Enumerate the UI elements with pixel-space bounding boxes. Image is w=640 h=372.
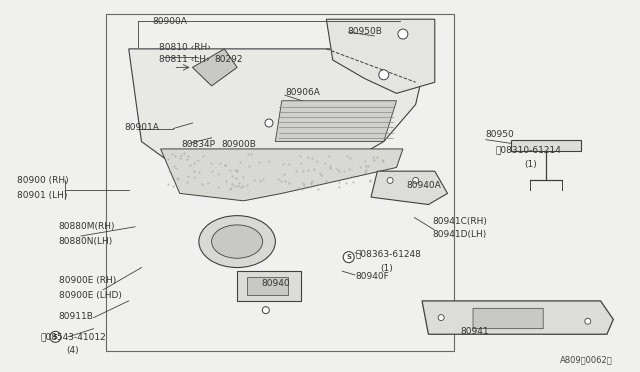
Text: 80900E (RH): 80900E (RH) (59, 276, 116, 285)
Text: 80950B: 80950B (348, 26, 382, 36)
Circle shape (438, 315, 444, 321)
Text: (1): (1) (380, 264, 393, 273)
Polygon shape (161, 149, 403, 201)
Text: 80880M(RH): 80880M(RH) (59, 222, 115, 231)
Circle shape (379, 70, 388, 80)
Polygon shape (237, 271, 301, 301)
Text: (1): (1) (525, 160, 538, 169)
Text: Ⓝ08363-61248: Ⓝ08363-61248 (355, 249, 421, 258)
Text: 80950: 80950 (486, 130, 515, 140)
Text: 80940A: 80940A (406, 181, 442, 190)
Text: S: S (346, 254, 351, 260)
Circle shape (387, 177, 393, 183)
Bar (246, 277, 288, 295)
Circle shape (343, 252, 354, 263)
Polygon shape (193, 49, 237, 86)
Text: Ⓝ08543-41012: Ⓝ08543-41012 (41, 332, 106, 341)
FancyBboxPatch shape (473, 308, 543, 329)
Polygon shape (326, 19, 435, 93)
Polygon shape (371, 171, 447, 205)
Text: 80911B: 80911B (59, 312, 93, 321)
Circle shape (262, 307, 269, 314)
Text: 80900A: 80900A (153, 17, 188, 26)
Circle shape (398, 29, 408, 39)
Text: 80880N(LH): 80880N(LH) (59, 237, 113, 246)
Text: 80906A: 80906A (285, 88, 320, 97)
Polygon shape (129, 49, 428, 179)
Text: 80940: 80940 (261, 279, 290, 288)
Bar (106, 14, 454, 351)
Text: 80940F: 80940F (355, 272, 389, 281)
Text: 80941C(RH): 80941C(RH) (432, 217, 487, 226)
Text: 80810 ‹RH›: 80810 ‹RH› (159, 42, 211, 51)
Circle shape (413, 177, 419, 183)
Circle shape (265, 119, 273, 127)
Ellipse shape (199, 216, 275, 267)
Polygon shape (511, 140, 581, 151)
Text: 80901A: 80901A (124, 123, 159, 132)
Text: 80941: 80941 (460, 327, 489, 336)
Text: Ⓝ08310-61214: Ⓝ08310-61214 (496, 145, 562, 154)
Text: 80900 (RH): 80900 (RH) (17, 176, 68, 185)
Text: 80901 (LH): 80901 (LH) (17, 191, 67, 200)
Ellipse shape (212, 225, 262, 258)
Polygon shape (422, 301, 613, 334)
Circle shape (50, 331, 61, 342)
Text: 80811 ‹LH›: 80811 ‹LH› (159, 55, 209, 64)
Text: S: S (53, 334, 58, 340)
Text: A809「0062」: A809「0062」 (560, 355, 612, 364)
Text: 80292: 80292 (215, 55, 243, 64)
Circle shape (585, 318, 591, 324)
Text: 80941D(LH): 80941D(LH) (432, 230, 486, 240)
Text: 80900E (LHD): 80900E (LHD) (59, 291, 122, 300)
Polygon shape (275, 101, 397, 141)
Text: 80900B: 80900B (221, 140, 256, 149)
Text: 80834P: 80834P (182, 140, 216, 149)
Text: (4): (4) (66, 346, 79, 355)
